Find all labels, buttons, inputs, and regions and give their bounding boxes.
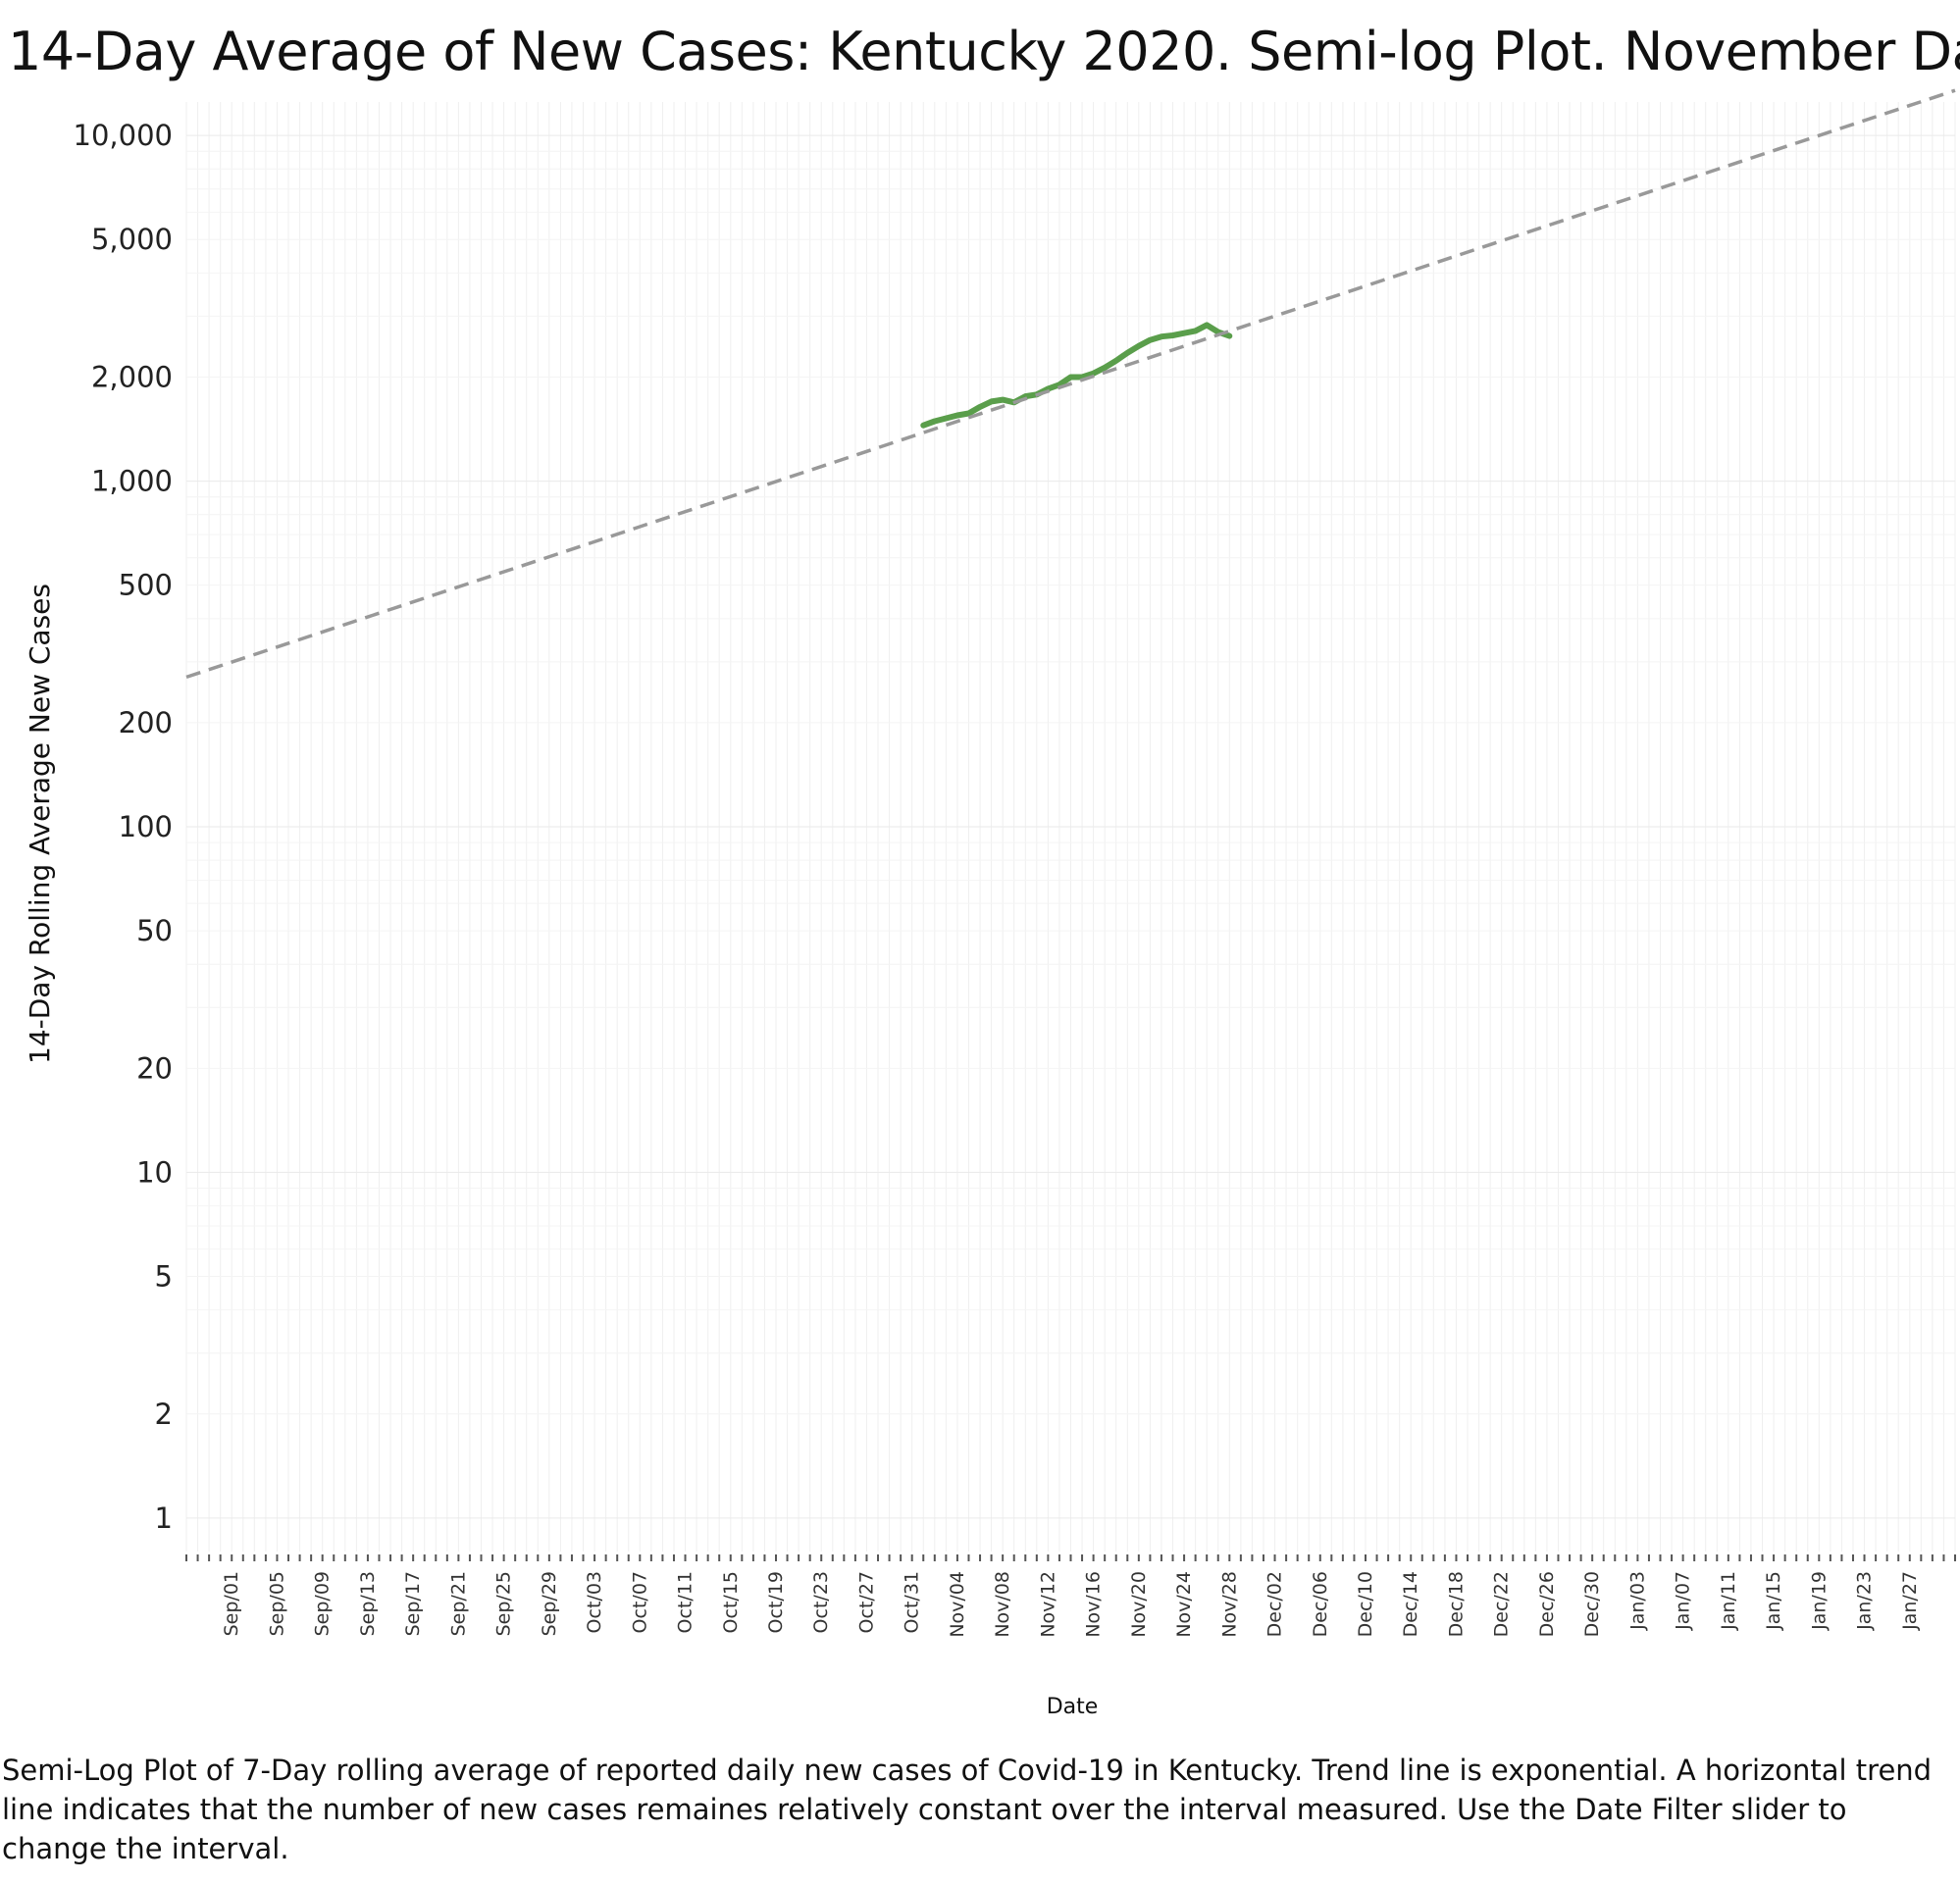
chart-svg: 1251020501002005001,0002,0005,00010,000 …	[24, 88, 1956, 1719]
x-tick-label: Nov/08	[992, 1571, 1013, 1638]
x-tick-label: Sep/29	[539, 1571, 560, 1636]
x-tick-label: Jan/07	[1673, 1571, 1694, 1631]
data-point	[921, 424, 925, 428]
y-tick-label: 10	[136, 1155, 173, 1189]
data-point	[1001, 398, 1005, 402]
x-tick-label: Jan/11	[1718, 1571, 1739, 1631]
data-point	[1194, 329, 1198, 332]
data-series-line	[920, 322, 1233, 429]
data-point	[1092, 372, 1096, 376]
data-point	[1227, 334, 1231, 338]
x-tick-label: Jan/15	[1763, 1571, 1784, 1631]
y-axis: 1 2 5 10 20 50 100 200 500 1,000 2,000 5,000 10,000	[74, 119, 173, 1535]
x-tick-label: Dec/26	[1536, 1571, 1558, 1637]
y-tick-label: 50	[136, 914, 173, 947]
y-tick-label: 20	[136, 1051, 173, 1085]
x-tick-label: Oct/23	[810, 1571, 832, 1633]
y-tick-label: 500	[119, 569, 173, 602]
x-tick-label: Nov/04	[947, 1571, 968, 1638]
x-tick-label: Dec/14	[1400, 1571, 1421, 1637]
data-point	[1160, 334, 1163, 338]
data-point	[990, 399, 994, 403]
x-tick-label: Jan/19	[1808, 1571, 1830, 1631]
x-tick-label: Sep/21	[447, 1571, 469, 1636]
data-point	[1205, 323, 1209, 327]
x-tick-label: Sep/17	[402, 1571, 424, 1636]
x-tick-label: Sep/09	[312, 1571, 334, 1636]
data-point	[944, 416, 948, 420]
y-tick-label: 1,000	[91, 465, 173, 498]
data-point	[1216, 331, 1220, 334]
data-point	[1069, 375, 1072, 379]
data-point	[1137, 344, 1141, 348]
chart-caption: Semi-Log Plot of 7-Day rolling average o…	[2, 1754, 1933, 1865]
data-point	[1182, 331, 1186, 335]
data-point	[1171, 333, 1175, 337]
x-tick-label: Oct/15	[720, 1571, 742, 1633]
x-tick-label: Oct/11	[675, 1571, 696, 1633]
data-point	[933, 420, 937, 424]
data-point	[1148, 338, 1152, 342]
x-tick-label: Sep/25	[493, 1571, 515, 1636]
x-tick-label: Dec/18	[1445, 1571, 1467, 1637]
x-tick-label: Nov/24	[1173, 1571, 1195, 1638]
x-tick-label: Oct/27	[855, 1571, 877, 1633]
trend-line	[185, 88, 1956, 680]
y-tick-label: 10,000	[74, 119, 173, 152]
plot-area	[185, 88, 1956, 680]
y-axis-label: 14-Day Rolling Average New Cases	[24, 584, 56, 1064]
x-tick-label: Jan/03	[1626, 1571, 1648, 1631]
x-tick-label: Oct/19	[765, 1571, 787, 1633]
x-tick-label: Jan/27	[1899, 1571, 1921, 1631]
x-tick-label: Oct/07	[629, 1571, 650, 1633]
data-point	[955, 413, 959, 417]
y-tick-label: 5,000	[91, 223, 173, 256]
x-tick-label: Dec/02	[1264, 1571, 1286, 1637]
x-tick-label: Nov/28	[1218, 1571, 1240, 1638]
chart-title: 14-Day Average of New Cases: Kentucky 20…	[8, 21, 1960, 82]
x-tick-label: Oct/03	[584, 1571, 605, 1633]
y-tick-label: 200	[119, 706, 173, 739]
x-tick-label: Nov/20	[1128, 1571, 1150, 1638]
data-point	[1125, 351, 1129, 355]
x-tick-label: Dec/10	[1355, 1571, 1376, 1637]
x-tick-label: Sep/13	[357, 1571, 379, 1636]
data-point	[966, 412, 970, 416]
y-tick-label: 100	[119, 810, 173, 843]
y-tick-label: 2	[155, 1398, 173, 1431]
x-tick-label: Nov/12	[1037, 1571, 1058, 1638]
x-tick-label: Sep/05	[266, 1571, 287, 1636]
data-point	[1103, 366, 1107, 370]
x-tick-label: Sep/01	[221, 1571, 242, 1636]
data-point	[1114, 359, 1118, 363]
x-tick-label: Nov/16	[1083, 1571, 1105, 1638]
x-tick-label: Dec/30	[1581, 1571, 1603, 1637]
x-tick-label: Dec/22	[1491, 1571, 1513, 1637]
x-tick-label: Jan/23	[1854, 1571, 1876, 1631]
gridlines	[185, 102, 1956, 1552]
x-axis-label: Date	[1047, 1695, 1099, 1719]
y-tick-label: 1	[155, 1501, 173, 1535]
y-tick-label: 2,000	[91, 360, 173, 393]
data-point	[978, 405, 982, 409]
x-tick-label: Oct/31	[902, 1571, 923, 1633]
data-point	[1080, 375, 1084, 379]
y-tick-label: 5	[155, 1260, 173, 1294]
x-tick-label: Dec/06	[1310, 1571, 1331, 1637]
x-axis: Sep/01 Sep/05 Sep/09 Sep/13 Sep/17 Sep/21 Sep/…	[185, 1554, 1956, 1638]
